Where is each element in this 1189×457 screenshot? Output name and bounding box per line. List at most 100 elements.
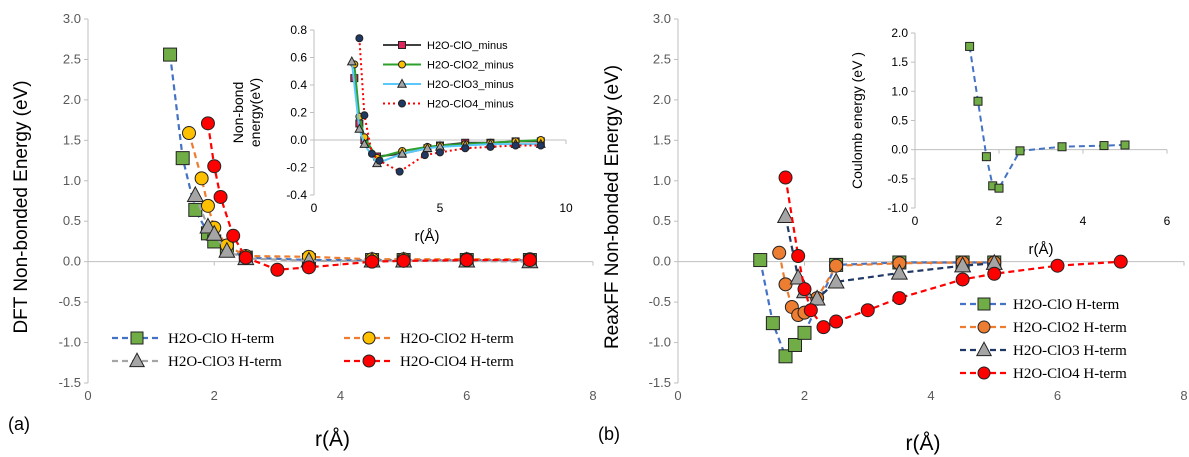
panel-b-data-point [776,206,795,224]
inset-b-data-point [973,96,983,106]
inset-a-data-point [461,144,470,153]
inset-b-y-tick-label: 1.5 [891,55,908,69]
inset-a-data-point [397,148,408,158]
panel-b-data-point [791,249,806,264]
inset-a-legend-label: H2O-ClO2_minus [427,60,514,72]
inset-a-y-tick-label: 0.4 [290,78,307,92]
inset-b-y-tick-label: -1.0 [887,201,908,215]
panel-a-data-point [218,241,236,258]
inset-a-x-tick-label: 10 [559,201,573,215]
panel-a-x-axis-label: r(Å) [315,428,350,451]
inset-a-legend: H2O-ClO_minus H2O-ClO2_minus H2O-ClO3_minu… [383,40,514,111]
panel-a-data-point [459,253,474,268]
panel-a-data-point [163,47,178,62]
panel-a-x-tick-label: 6 [463,388,470,403]
panel-b-data-point [953,256,972,273]
panel-b-y-tick-label: 1.0 [653,173,671,188]
panel-a-data-point [396,253,411,268]
panel-b-legend-item: H2O-ClO4 H-term [960,366,1127,382]
panel-a-data-point [270,262,285,277]
panel-b-y-axis-label: ReaxFF Non-bonded Energy (eV) [602,65,623,349]
panel-b-legend-marker [975,341,993,357]
inset-b-y-tick-label: 1.0 [891,84,908,98]
panel-b-data-point [987,266,1002,281]
panel-a-y-tick-label: 2.0 [63,92,81,107]
panel-a-legend-label: H2O-ClO4 H-term [400,354,514,370]
panel-a-data-point [301,260,316,275]
panel-b-data-point [778,349,793,364]
inset-a-data-point [355,34,364,43]
inset-b-plot-bg [915,33,1167,208]
panel-b-data-point [892,291,907,306]
inset-b-series-0 [965,41,1130,193]
panel-b-legend-marker [977,320,991,334]
panel-a-data-point [213,189,228,204]
panel-b-data-point [803,303,818,318]
panel-a-y-tick-label: -1.5 [59,375,81,390]
panel-b-data-point [827,272,845,289]
panel-b-y-tick-label: 2.5 [653,51,671,66]
panel-b-y-tick-label: 0.0 [653,254,671,269]
panel-a-series-3 [200,116,537,277]
inset-a-legend-label: H2O-ClO4_minus [427,99,514,111]
inset-b-y-tick-label: 0.0 [891,143,908,157]
inset-a-data-point [395,167,404,176]
inset-b-x-tick-label: 0 [912,214,919,228]
panel-b-y-tick-label: 3.0 [653,11,671,26]
panel-b-data-point [788,337,803,352]
panel-b-data-point [955,272,970,287]
panel-a-legend-marker [130,331,144,345]
inset-a-data-point [359,138,370,148]
panel-b-data-point [753,253,768,268]
inset-b-y-tick-label: -0.5 [887,172,908,186]
inset-a-data-point [536,141,545,150]
inset-b-y-tick-label: 2.0 [891,26,908,40]
panel-b-data-point [829,258,844,273]
panel-a-y-tick-label: 1.5 [63,132,81,147]
panel-b-data-point [829,314,844,329]
inset-a-data-point [346,56,357,66]
inset-a-x-tick-label: 5 [437,201,444,215]
panel-a-legend-marker [128,352,146,368]
panel-b-data-point [816,320,831,335]
inset-b-data-point [1015,146,1025,156]
panel-b-x-tick-label: 8 [1180,388,1187,403]
inset-b-data-point [1120,140,1130,150]
panel-b-legend-marker [977,366,991,380]
inset-b-y-axis-label: Coulomb energy (eV ) [849,52,865,189]
panel-a-data-point [365,254,380,269]
panel-b-data-point [890,263,909,280]
inset-a-data-point [436,148,444,157]
panel-a-data-point [200,116,215,131]
panel-b-legend-label: H2O-ClO3 H-term [1013,343,1127,359]
panel-b-series-3 [778,170,1128,335]
panel-a-y-tick-label: -1.0 [59,335,81,350]
inset-b-x-tick-label: 2 [996,214,1003,228]
panel-b-y-tick-label: -0.5 [649,294,671,309]
inset-a-y-tick-label: -0.4 [286,188,307,202]
inset-b-x-tick-label: 4 [1080,214,1087,228]
panel-a-data-point [205,224,223,241]
panel-b-data-point [778,170,793,185]
panel-a-data-point [186,185,204,202]
inset-a-y-tick-label: 0.0 [290,133,307,147]
panel-a-y-tick-label: 0.0 [63,254,81,269]
panel-a-legend-item: H2O-ClO3 H-term [112,352,282,370]
panel-a-data-point [175,151,190,166]
panel-a-legend-item: H2O-ClO H-term [112,331,275,347]
panel-b-data-point [860,303,875,318]
inset-b-axes: -1.0 -0.5 0.0 0.5 1.0 1.5 2.0 0 2 4 6 [887,26,1170,228]
panel-a-legend: H2O-ClO H-term H2O-ClO2 H-term H2O-ClO3 H-… [112,331,514,370]
inset-b-data-point [965,41,975,51]
panel-b-panel-label: (b) [598,424,620,444]
panel-b-data-point [1050,258,1065,273]
inset-a-legend-marker [396,78,408,88]
panel-a-legend-label: H2O-ClO H-term [168,331,275,347]
panel-b-x-axis-label: r(Å) [906,432,941,455]
panel-b-legend-marker [977,297,991,311]
inset-a-y-axis-label-line: energy(eV) [247,78,263,147]
panel-b-legend: H2O-ClO H-term H2O-ClO2 H-term H2O-ClO3 H-… [960,297,1127,382]
panel-b-x-tick-label: 2 [801,388,808,403]
